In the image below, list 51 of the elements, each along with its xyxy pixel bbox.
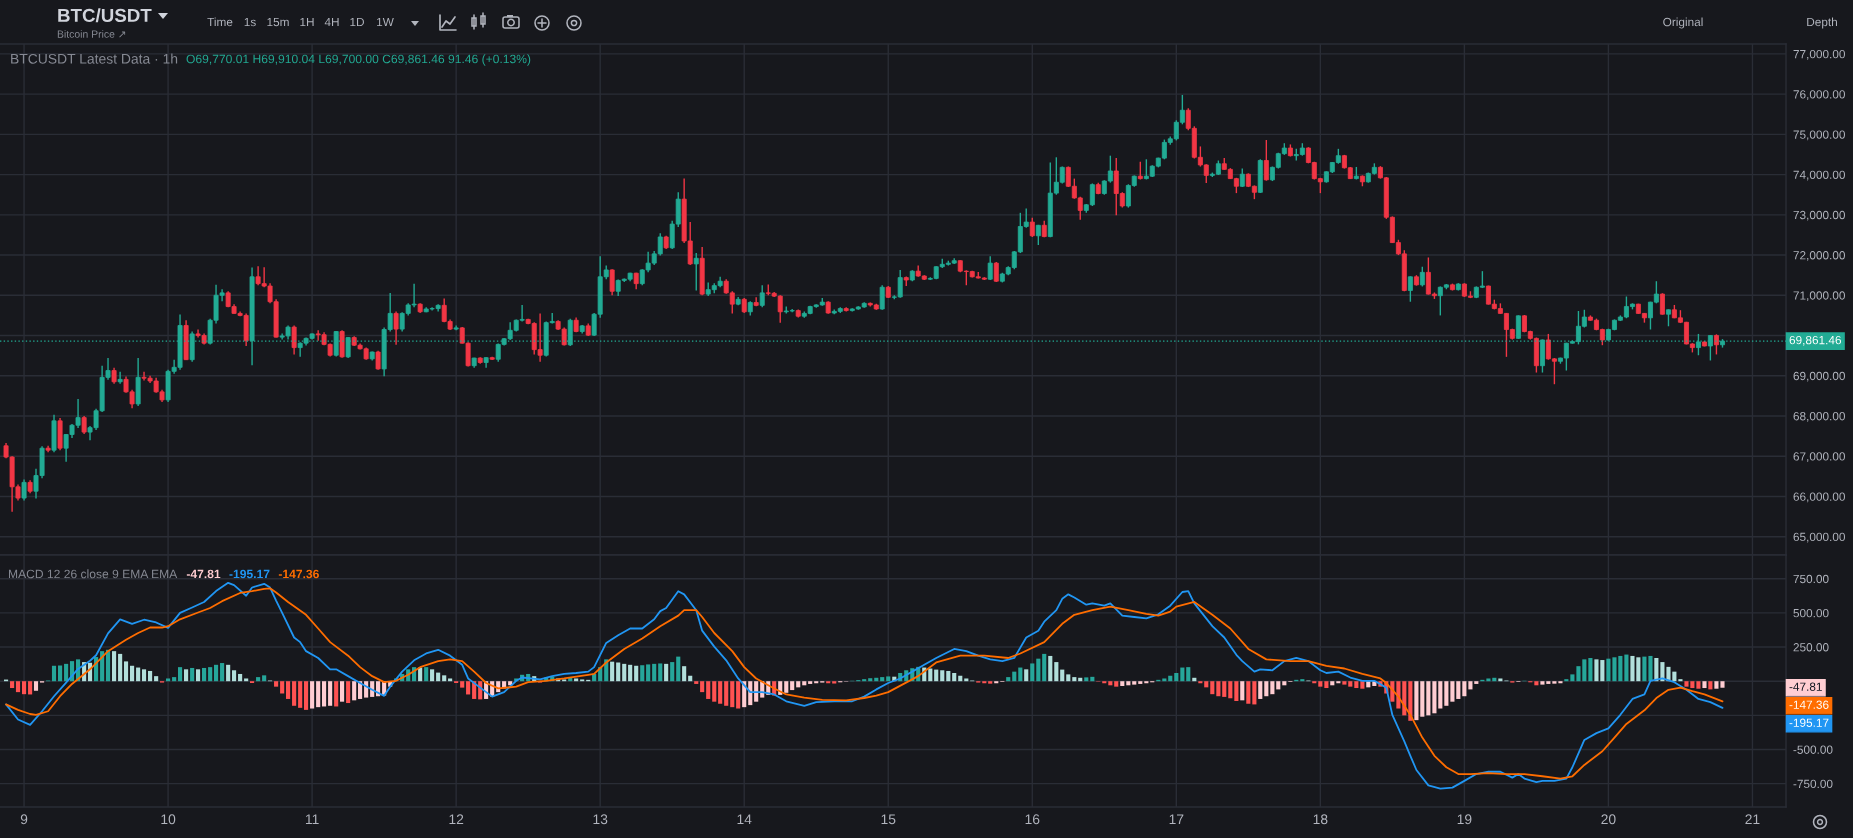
y-tick-label: 76,000.00 bbox=[1793, 90, 1845, 100]
y-tick-label: 72,000.00 bbox=[1793, 251, 1845, 261]
text: Original bbox=[1663, 17, 1703, 29]
y-tick-label: 500.00 bbox=[1793, 608, 1829, 618]
y-tick-label: 65,000.00 bbox=[1793, 532, 1845, 543]
text: -47.81 bbox=[1789, 682, 1822, 691]
text: -147.36 bbox=[1789, 700, 1829, 709]
x-tick-label: 12 bbox=[449, 814, 464, 825]
chart-subtitle: Bitcoin Price ↗ bbox=[57, 30, 126, 38]
annotation: BTCUSDT Latest Data · 1h bbox=[11, 53, 178, 64]
annotation: O69,770.01 H69,910.04 L69,700.00 C69,861.46 91.46 (+0.13%) bbox=[186, 54, 531, 66]
y-tick-label: 69,000.00 bbox=[1793, 371, 1845, 382]
y-tick-label: 74,000.00 bbox=[1793, 170, 1845, 181]
x-tick-label: 13 bbox=[593, 814, 608, 825]
annotation: -47.81 bbox=[186, 569, 221, 579]
annotation: -195.17 bbox=[229, 569, 270, 579]
y-tick-label: -500.00 bbox=[1793, 745, 1833, 754]
chart-title: BTC/USDT bbox=[58, 8, 152, 23]
y-tick-label: 750.00 bbox=[1793, 574, 1829, 584]
text: 1s bbox=[244, 17, 256, 27]
x-tick-label: 19 bbox=[1457, 814, 1472, 825]
x-tick-label: 15 bbox=[881, 814, 896, 825]
text: MACD 12 26 close 9 EMA EMA bbox=[8, 569, 178, 579]
x-tick-label: 20 bbox=[1601, 814, 1616, 825]
x-tick-label: 17 bbox=[1169, 814, 1184, 825]
text: 1H bbox=[300, 17, 314, 27]
text: 1W bbox=[377, 17, 394, 27]
y-tick-label: 71,000.00 bbox=[1793, 291, 1845, 302]
x-tick-label: 11 bbox=[305, 814, 319, 825]
text: Depth bbox=[1807, 17, 1837, 29]
y-tick-label: 250.00 bbox=[1793, 643, 1829, 652]
x-tick-label: 21 bbox=[1745, 814, 1760, 825]
ref-line-label: 69,861.46 bbox=[1789, 335, 1841, 346]
y-tick-label: 77,000.00 bbox=[1793, 49, 1845, 60]
text: -195.17 bbox=[1789, 718, 1829, 727]
annotation: -147.36 bbox=[278, 569, 319, 579]
y-tick-label: 75,000.00 bbox=[1793, 130, 1845, 141]
text: 4H bbox=[324, 17, 339, 27]
x-tick-label: 14 bbox=[737, 814, 752, 825]
y-tick-label: 68,000.00 bbox=[1793, 412, 1845, 422]
text: 1D bbox=[350, 17, 364, 27]
y-tick-label: 67,000.00 bbox=[1793, 452, 1845, 463]
x-tick-label: 9 bbox=[20, 814, 28, 825]
x-tick-label: 16 bbox=[1025, 814, 1040, 825]
x-tick-label: 18 bbox=[1313, 814, 1328, 825]
y-tick-label: 73,000.00 bbox=[1793, 210, 1845, 221]
y-tick-label: -750.00 bbox=[1793, 779, 1833, 789]
x-tick-label: 10 bbox=[161, 814, 176, 825]
y-tick-label: 66,000.00 bbox=[1793, 492, 1845, 503]
text: 15m bbox=[267, 17, 289, 27]
text: Time bbox=[207, 17, 233, 27]
